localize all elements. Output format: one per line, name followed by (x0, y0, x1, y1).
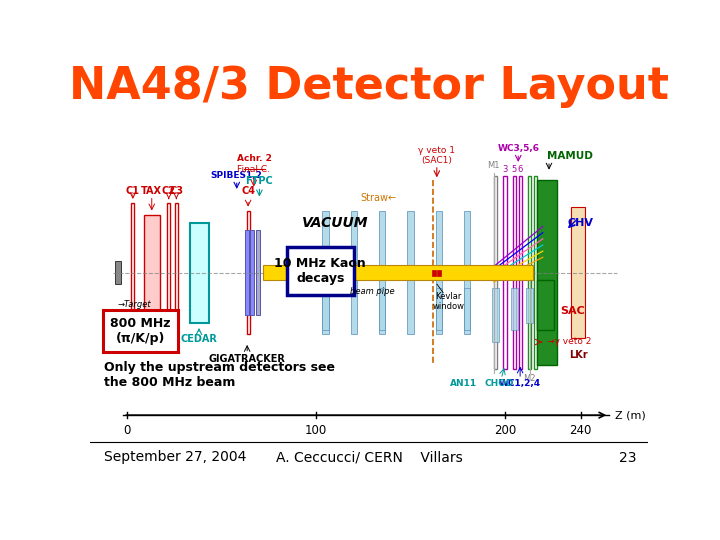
Text: AN11: AN11 (450, 379, 477, 388)
Text: 800 MHz
(π/K/p): 800 MHz (π/K/p) (110, 317, 171, 345)
Bar (245, 231, 248, 315)
Text: 100: 100 (305, 424, 327, 437)
Bar (189, 222, 209, 323)
Text: Z (m): Z (m) (616, 410, 647, 420)
Bar (167, 204, 171, 342)
Bar (432, 269, 436, 276)
Text: 240: 240 (570, 424, 592, 437)
Text: SPIBES1,2: SPIBES1,2 (211, 171, 263, 180)
Bar (408, 211, 414, 334)
Text: FTPC: FTPC (246, 177, 274, 186)
Bar (518, 177, 522, 369)
Bar (323, 288, 328, 330)
Text: WC1,2,4: WC1,2,4 (499, 379, 541, 388)
Text: C3: C3 (169, 186, 184, 195)
Text: 10 MHz Kaon
decays: 10 MHz Kaon decays (274, 257, 366, 285)
Bar (131, 204, 135, 342)
Bar (571, 207, 585, 338)
Bar (379, 288, 385, 330)
Bar (351, 211, 357, 334)
Bar (503, 177, 507, 369)
Text: A. Ceccucci/ CERN    Villars: A. Ceccucci/ CERN Villars (276, 450, 462, 464)
Text: GIGATRACKER: GIGATRACKER (209, 354, 286, 363)
Text: Kevlar
window: Kevlar window (433, 292, 464, 312)
Bar (114, 261, 121, 284)
Text: 6: 6 (518, 165, 523, 174)
Bar (144, 215, 160, 330)
Text: Straw←: Straw← (361, 193, 397, 204)
Text: TAX: TAX (141, 186, 162, 195)
Text: →Target: →Target (118, 300, 151, 309)
Text: 200: 200 (494, 424, 516, 437)
Text: Achromat 1: Achromat 1 (122, 346, 181, 355)
Bar (175, 204, 178, 342)
Bar (246, 211, 250, 334)
Bar (437, 269, 441, 276)
Text: 0: 0 (124, 424, 131, 437)
Text: C1: C1 (126, 186, 140, 195)
Text: γ veto 1
(SAC1): γ veto 1 (SAC1) (418, 145, 455, 165)
Bar (528, 177, 531, 369)
Bar (464, 211, 470, 334)
Text: SAC: SAC (560, 306, 585, 316)
Text: VACUUM: VACUUM (302, 215, 368, 230)
Text: Only the upstream detectors see
the 800 MHz beam: Only the upstream detectors see the 800 … (104, 361, 335, 389)
Bar (511, 288, 518, 330)
Bar (379, 211, 385, 334)
Bar (537, 280, 554, 330)
Text: C2: C2 (162, 186, 176, 195)
Bar (264, 265, 534, 280)
Bar (492, 288, 499, 342)
Text: 23: 23 (619, 450, 636, 464)
Text: MAMUD: MAMUD (546, 151, 593, 161)
Text: CHV: CHV (567, 218, 593, 228)
Text: M1: M1 (487, 161, 500, 170)
Bar (494, 177, 497, 369)
Bar (534, 177, 537, 369)
Text: LKr: LKr (569, 350, 588, 360)
Bar (436, 211, 442, 334)
Bar (256, 231, 260, 315)
Bar (464, 288, 470, 330)
FancyBboxPatch shape (103, 310, 179, 352)
Text: NA48/3 Detector Layout: NA48/3 Detector Layout (69, 65, 669, 108)
Text: CHOD: CHOD (484, 379, 513, 388)
Text: beam pipe: beam pipe (351, 287, 395, 295)
Text: Final C.: Final C. (238, 165, 270, 174)
Text: M2: M2 (523, 374, 536, 383)
Bar (537, 180, 557, 365)
Text: 3: 3 (503, 165, 508, 174)
Bar (251, 231, 254, 315)
Text: CEDAR: CEDAR (181, 334, 217, 345)
Text: Achr. 2: Achr. 2 (238, 153, 272, 163)
FancyBboxPatch shape (287, 247, 354, 295)
Bar (323, 211, 328, 334)
Bar (526, 288, 533, 323)
Text: C4: C4 (241, 186, 255, 195)
Text: September 27, 2004: September 27, 2004 (104, 450, 246, 464)
Text: →γ veto 2: →γ veto 2 (546, 338, 591, 347)
Bar (436, 288, 442, 330)
Text: 5: 5 (512, 165, 517, 174)
Bar (513, 177, 516, 369)
Text: WC3,5,6: WC3,5,6 (498, 144, 539, 153)
